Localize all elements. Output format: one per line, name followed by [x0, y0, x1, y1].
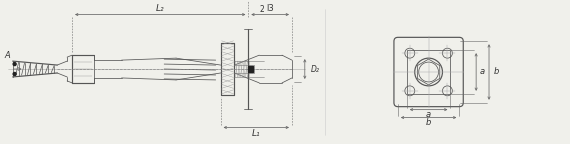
Text: b: b [493, 68, 499, 76]
Text: l3: l3 [266, 4, 274, 13]
Text: a: a [479, 68, 484, 76]
Bar [407, 50, 450, 94]
Text: b: b [426, 118, 431, 127]
Text: 2: 2 [260, 5, 264, 14]
Text: L₁: L₁ [252, 129, 260, 138]
Text: L₂: L₂ [156, 4, 165, 13]
Circle shape [13, 63, 16, 66]
Bar [249, 66, 253, 72]
Text: D₂: D₂ [311, 65, 320, 74]
Circle shape [13, 72, 16, 75]
Text: A: A [5, 51, 11, 60]
Text: a: a [426, 110, 431, 119]
